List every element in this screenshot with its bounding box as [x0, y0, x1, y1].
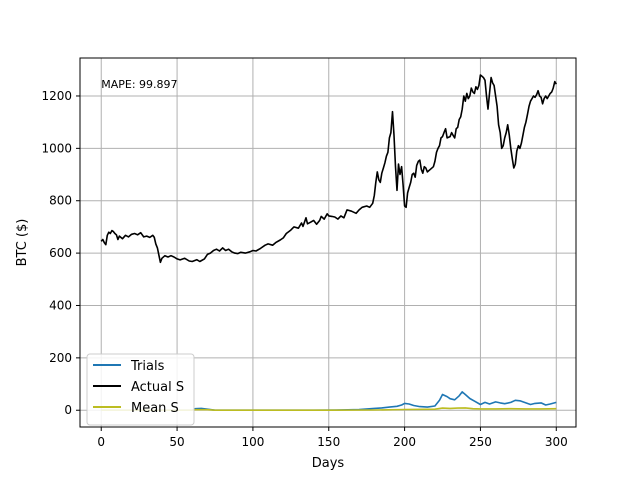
- y-tick-label: 1000: [41, 141, 72, 155]
- x-tick-label: 0: [97, 435, 105, 449]
- grid-lines: [80, 58, 576, 427]
- legend: Trials Actual S Mean S: [86, 353, 195, 426]
- series-line-actual-s: [100, 74, 557, 264]
- y-axis-label: BTC ($): [15, 219, 30, 267]
- legend-label-trials: Trials: [130, 359, 165, 374]
- x-tick-label: 250: [469, 435, 492, 449]
- legend-label-actual-s: Actual S: [131, 380, 184, 395]
- x-axis-label: Days: [312, 456, 345, 471]
- mape-annotation: MAPE: 99.897: [101, 78, 177, 91]
- y-tick-label: 0: [64, 403, 72, 417]
- y-tick-label: 800: [49, 194, 72, 208]
- y-tick-label: 400: [49, 298, 72, 312]
- y-tick-label: 1200: [41, 89, 72, 103]
- axis-ticks: 0 50 100 150 200 250 300 0 200 400 600 800 1000 1200: [41, 89, 567, 449]
- x-tick-label: 100: [241, 435, 264, 449]
- series-line-mean-s: [101, 407, 557, 411]
- plot-frame: [79, 57, 577, 428]
- x-tick-label: 200: [393, 435, 416, 449]
- x-tick-label: 300: [545, 435, 568, 449]
- legend-label-mean-s: Mean S: [131, 401, 179, 416]
- x-tick-label: 50: [169, 435, 184, 449]
- y-tick-label: 600: [49, 246, 72, 260]
- x-tick-label: 150: [317, 435, 340, 449]
- series-lines: [100, 74, 557, 411]
- y-tick-label: 200: [49, 351, 72, 365]
